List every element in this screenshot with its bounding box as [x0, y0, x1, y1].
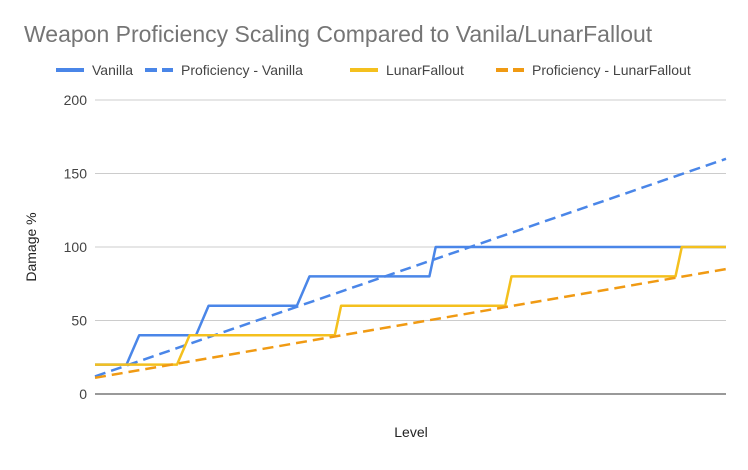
legend-label-1: Proficiency - Vanilla: [181, 62, 303, 78]
chart-title: Weapon Proficiency Scaling Compared to V…: [24, 21, 653, 47]
series-line-0: [95, 245, 726, 366]
y-tick-label: 100: [64, 239, 88, 255]
y-tick-label: 0: [79, 386, 87, 402]
y-tick-label: 150: [64, 166, 88, 182]
series-line-2: [95, 245, 726, 366]
y-tick-label: 200: [64, 92, 88, 108]
legend-label-3: Proficiency - LunarFallout: [532, 62, 691, 78]
legend-label-0: Vanilla: [92, 62, 133, 78]
series-line-1: [94, 157, 727, 378]
legend: Vanilla Proficiency - Vanilla LunarFallout…: [56, 62, 691, 78]
y-axis-ticks: 0 50 100 150 200: [64, 92, 88, 402]
legend-label-2: LunarFallout: [386, 62, 464, 78]
y-axis-label: Damage %: [23, 212, 39, 281]
series-lines: [94, 157, 727, 380]
grid: [95, 99, 726, 321]
series-line-3: [94, 267, 727, 380]
x-axis-label: Level: [394, 424, 427, 440]
y-tick-label: 50: [71, 313, 87, 329]
